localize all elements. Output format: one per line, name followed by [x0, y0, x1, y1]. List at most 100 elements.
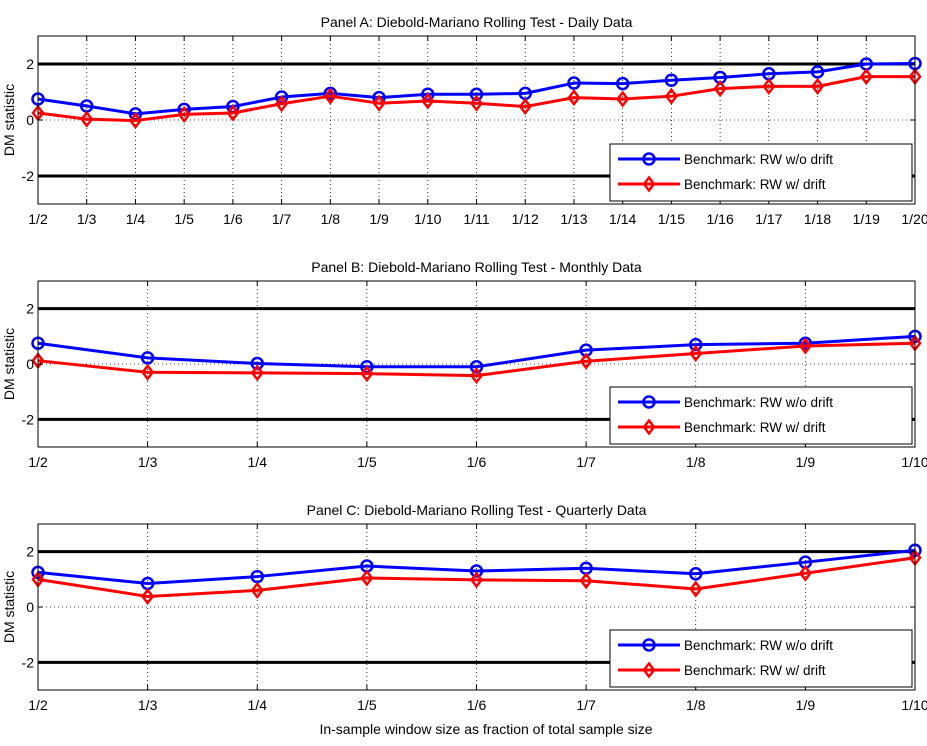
legend-label: Benchmark: RW w/ drift [684, 663, 826, 678]
data-point [360, 569, 374, 587]
data-point [798, 564, 812, 582]
data-point [469, 94, 484, 112]
x-tick-label: 1/8 [321, 211, 341, 227]
data-point [323, 87, 337, 105]
data-point [762, 77, 776, 95]
series-line [37, 341, 916, 378]
legend-box [609, 143, 913, 202]
x-tick-label: 1/6 [223, 211, 243, 227]
data-point [128, 112, 143, 130]
data-point [798, 337, 812, 355]
data-point [469, 564, 484, 578]
data-point [469, 367, 484, 385]
legend-marker [642, 395, 656, 409]
data-point [579, 352, 593, 370]
data-point [141, 363, 155, 381]
x-tick-label: 1/4 [248, 454, 268, 470]
panel-3: Panel C: Diebold-Mariano Rolling Test - … [1, 502, 927, 713]
legend-box [609, 386, 913, 445]
legend-label: Benchmark: RW w/ drift [684, 420, 826, 435]
data-point [275, 95, 289, 113]
x-tick-label: 1/7 [576, 454, 596, 470]
data-point [141, 587, 155, 606]
data-point [469, 360, 484, 374]
x-tick-label: 1/12 [512, 211, 539, 227]
y-axis-label: DM statistic [1, 84, 17, 156]
figure-xlabel: In-sample window size as fraction of tot… [319, 721, 652, 737]
legend-marker [642, 175, 656, 193]
data-point [250, 356, 264, 371]
data-point [810, 77, 825, 95]
data-point [250, 581, 264, 599]
x-tick-label: 1/2 [28, 454, 48, 470]
data-point [421, 92, 435, 110]
y-tick-label: 0 [26, 356, 34, 372]
series-line [37, 75, 915, 123]
series-line [37, 334, 916, 369]
x-tick-label: 1/10 [414, 211, 441, 227]
series-line [37, 556, 916, 598]
data-point [360, 365, 374, 383]
legend-marker [642, 638, 656, 652]
x-tick-label: 1/7 [272, 211, 292, 227]
series-line [37, 548, 916, 585]
y-tick-label: 2 [26, 56, 34, 72]
legend-marker [642, 418, 656, 436]
panel-title: Panel C: Diebold-Mariano Rolling Test - … [307, 502, 647, 518]
data-point [689, 580, 703, 598]
data-point [713, 80, 727, 98]
y-tick-label: -2 [22, 168, 35, 184]
panel-1: Panel A: Diebold-Mariano Rolling Test - … [1, 14, 927, 227]
legend-label: Benchmark: RW w/o drift [684, 395, 833, 410]
data-point [664, 73, 679, 87]
x-tick-label: 1/15 [658, 211, 685, 227]
data-point [372, 94, 386, 112]
data-point [616, 90, 630, 108]
legend-label: Benchmark: RW w/o drift [684, 638, 833, 653]
x-tick-label: 1/8 [686, 697, 706, 713]
data-point [664, 87, 678, 105]
data-point [579, 572, 593, 590]
data-point [80, 110, 94, 128]
x-tick-label: 1/9 [796, 697, 816, 713]
x-tick-label: 1/4 [126, 211, 146, 227]
data-point [689, 344, 703, 363]
x-tick-label: 1/11 [463, 211, 489, 227]
legend: Benchmark: RW w/o drift Benchmark: RW w/ … [609, 629, 913, 688]
x-tick-label: 1/9 [796, 454, 816, 470]
x-tick-label: 1/19 [853, 211, 880, 227]
legend-label: Benchmark: RW w/o drift [684, 152, 833, 167]
panel-title: Panel A: Diebold-Mariano Rolling Test - … [321, 14, 633, 30]
x-tick-label: 1/4 [248, 697, 268, 713]
x-tick-label: 1/10 [901, 454, 927, 470]
panels: Panel A: Diebold-Mariano Rolling Test - … [1, 14, 927, 713]
data-point [250, 364, 264, 382]
y-tick-label: 2 [26, 544, 34, 560]
legend-marker [642, 661, 656, 679]
x-tick-label: 1/5 [357, 697, 377, 713]
x-tick-label: 1/6 [467, 697, 487, 713]
x-tick-label: 1/2 [28, 697, 48, 713]
x-tick-label: 1/10 [901, 697, 927, 713]
y-tick-label: 0 [26, 112, 34, 128]
legend-label: Benchmark: RW w/ drift [684, 177, 826, 192]
data-point [226, 104, 240, 122]
y-axis-label: DM statistic [1, 328, 17, 400]
x-tick-label: 1/17 [755, 211, 782, 227]
data-point [140, 351, 155, 365]
y-tick-label: 0 [26, 599, 34, 615]
data-point [177, 105, 191, 123]
panel-2: Panel B: Diebold-Mariano Rolling Test - … [1, 259, 927, 470]
legend-box [609, 629, 913, 688]
data-point [859, 68, 873, 86]
x-tick-label: 1/8 [686, 454, 706, 470]
x-tick-label: 1/5 [174, 211, 194, 227]
x-tick-label: 1/14 [609, 211, 636, 227]
x-tick-label: 1/5 [357, 454, 377, 470]
data-point [810, 65, 825, 79]
data-point [689, 337, 703, 352]
x-tick-label: 1/20 [901, 211, 927, 227]
x-tick-label: 1/13 [560, 211, 587, 227]
x-tick-label: 1/7 [576, 697, 596, 713]
